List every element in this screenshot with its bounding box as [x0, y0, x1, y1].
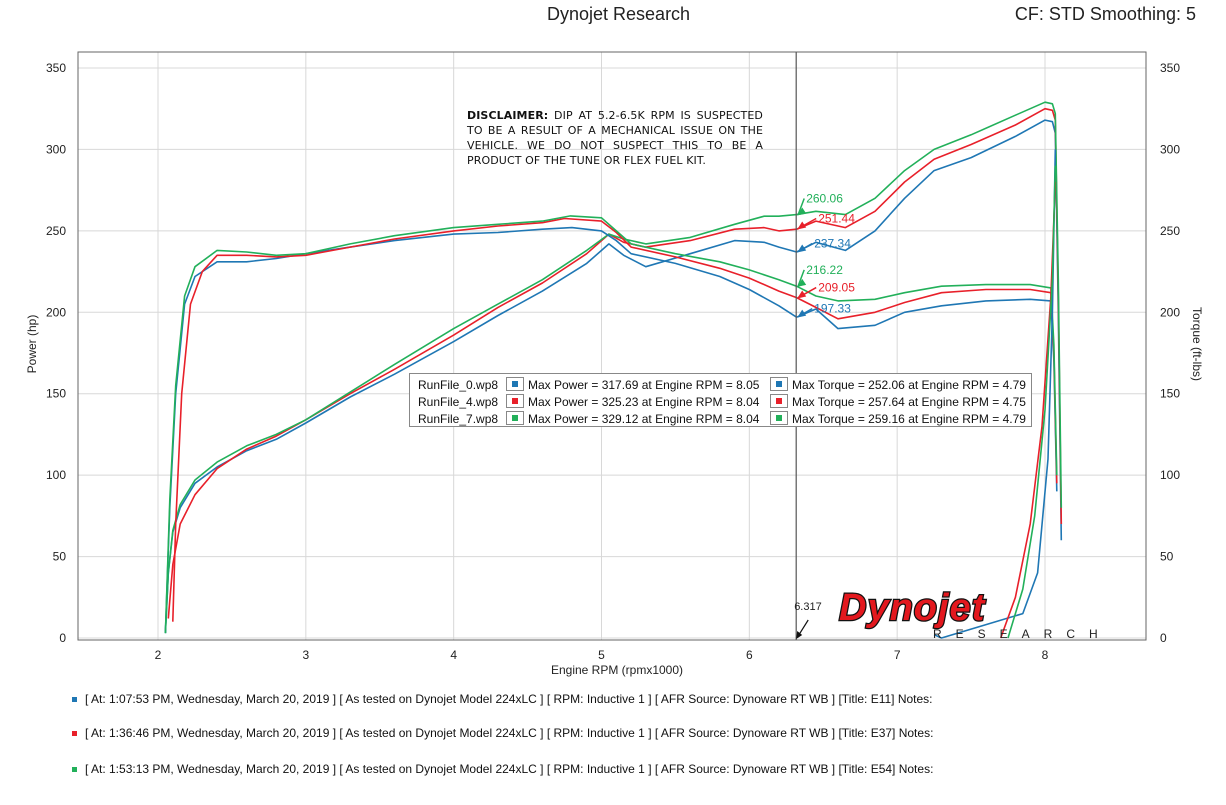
x-axis-label: Engine RPM (rpmx1000)	[551, 663, 683, 677]
y-tick-label-left: 0	[59, 631, 66, 645]
value-arrow	[797, 198, 805, 215]
y-tick-label-left: 200	[46, 305, 66, 319]
series-line-torque	[172, 217, 1058, 622]
run-color-icon	[72, 731, 77, 737]
correction-factor: CF: STD Smoothing: 5	[1014, 4, 1196, 24]
series-line-power	[164, 101, 1063, 634]
legend: RunFile_0.wp8 Max Power = 317.69 at Engi…	[409, 373, 1032, 427]
cursor-arrows: 237.34 197.33 251.44 209.05 260.06 216.22	[796, 191, 855, 639]
value-arrow-head	[797, 207, 807, 216]
value-arrow	[797, 269, 805, 287]
x-tick-label: 5	[598, 648, 605, 662]
value-label-power: 260.06	[806, 191, 843, 205]
legend-power: Max Power = 325.23 at Engine RPM = 8.04	[528, 395, 760, 409]
series-line-decel	[1007, 165, 1057, 639]
y-tick-label-right: 250	[1160, 224, 1180, 238]
disclaimer-lead: DISCLAIMER:	[467, 109, 549, 122]
value-label-power: 237.34	[814, 236, 851, 250]
y-tick-label-right: 300	[1160, 142, 1180, 156]
cursor-x-label: 6.317	[794, 601, 822, 613]
legend-power: Max Power = 317.69 at Engine RPM = 8.05	[528, 378, 760, 392]
x-tick-label: 8	[1042, 648, 1049, 662]
dynojet-logo: Dynojet RESEARCH	[838, 586, 1112, 641]
value-arrow-head	[797, 244, 807, 253]
y-tick-label-left: 250	[46, 224, 66, 238]
y-axis-label-left: Power (hp)	[25, 315, 39, 374]
run-info-text: [ At: 1:36:46 PM, Wednesday, March 20, 2…	[85, 726, 934, 740]
legend-row: RunFile_4.wp8 Max Power = 325.23 at Engi…	[418, 394, 1028, 412]
legend-swatch	[506, 394, 524, 408]
legend-swatch	[770, 411, 788, 425]
legend-file: RunFile_0.wp8	[418, 378, 499, 392]
logo-sub: RESEARCH	[933, 627, 1112, 641]
legend-row: RunFile_7.wp8 Max Power = 329.12 at Engi…	[418, 411, 1028, 429]
x-tick-label: 7	[894, 648, 901, 662]
series-lines	[164, 101, 1063, 639]
logo-brand: Dynojet	[839, 587, 986, 629]
legend-swatch	[770, 394, 788, 408]
legend-row: RunFile_0.wp8 Max Power = 317.69 at Engi…	[418, 377, 1028, 395]
series-line-power	[167, 107, 1063, 619]
y-tick-label-right: 200	[1160, 305, 1180, 319]
series-line-decel	[999, 181, 1057, 639]
cursor-pointer-head	[796, 631, 803, 639]
y-tick-label-left: 50	[53, 550, 67, 564]
x-tick-label: 4	[450, 648, 457, 662]
legend-swatch	[770, 377, 788, 391]
axis-ticks: 0 0 50 50 100 100 150 150 200 200 250 250 300 300 350 3…	[46, 61, 1180, 662]
value-arrow-head	[797, 309, 807, 318]
value-arrow-head	[797, 290, 807, 299]
y-tick-label-left: 150	[46, 387, 66, 401]
disclaimer-text: DIP AT 5.2-6.5K RPM IS SUSPECTED TO BE A…	[467, 109, 763, 167]
y-tick-label-right: 0	[1160, 631, 1167, 645]
legend-file: RunFile_4.wp8	[418, 395, 499, 409]
run-color-icon	[72, 767, 77, 773]
run-info-row: [ At: 1:36:46 PM, Wednesday, March 20, 2…	[72, 726, 933, 740]
run-info-row: [ At: 1:07:53 PM, Wednesday, March 20, 2…	[72, 692, 933, 706]
y-tick-label-left: 300	[46, 142, 66, 156]
value-label-power: 251.44	[818, 212, 855, 226]
legend-swatch	[506, 411, 524, 425]
legend-torque: Max Torque = 252.06 at Engine RPM = 4.79	[792, 378, 1026, 392]
x-tick-label: 6	[746, 648, 753, 662]
plot-area-border	[77, 51, 1147, 641]
x-tick-label: 2	[155, 648, 162, 662]
legend-power: Max Power = 329.12 at Engine RPM = 8.04	[528, 412, 760, 426]
x-tick-label: 3	[302, 648, 309, 662]
run-info-text: [ At: 1:53:13 PM, Wednesday, March 20, 2…	[85, 762, 934, 776]
value-arrow-head	[797, 278, 807, 287]
y-tick-label-right: 350	[1160, 61, 1180, 75]
legend-swatch	[506, 377, 524, 391]
series-line-torque	[164, 215, 1058, 634]
run-color-icon	[72, 697, 77, 703]
y-tick-label-left: 100	[46, 468, 66, 482]
value-label-torque: 216.22	[806, 263, 843, 277]
value-label-torque: 197.33	[814, 302, 851, 316]
legend-torque: Max Torque = 257.64 at Engine RPM = 4.75	[792, 395, 1026, 409]
y-tick-label-right: 50	[1160, 550, 1174, 564]
legend-file: RunFile_7.wp8	[418, 412, 499, 426]
y-axis-label-right: Torque (ft-lbs)	[1190, 307, 1204, 381]
y-tick-label-left: 350	[46, 61, 66, 75]
grid	[78, 52, 1146, 640]
disclaimer-note: DISCLAIMER: DIP AT 5.2-6.5K RPM IS SUSPE…	[467, 108, 763, 168]
y-tick-label-right: 100	[1160, 468, 1180, 482]
series-line-decel	[933, 149, 1057, 639]
run-info-row: [ At: 1:53:13 PM, Wednesday, March 20, 2…	[72, 762, 933, 776]
value-label-torque: 209.05	[818, 281, 855, 295]
legend-torque: Max Torque = 259.16 at Engine RPM = 4.79	[792, 412, 1026, 426]
value-arrow-head	[797, 221, 807, 230]
chart-title: Dynojet Research	[547, 4, 691, 24]
y-tick-label-right: 150	[1160, 387, 1180, 401]
series-line-torque	[164, 226, 1058, 634]
run-info-text: [ At: 1:07:53 PM, Wednesday, March 20, 2…	[85, 692, 933, 706]
